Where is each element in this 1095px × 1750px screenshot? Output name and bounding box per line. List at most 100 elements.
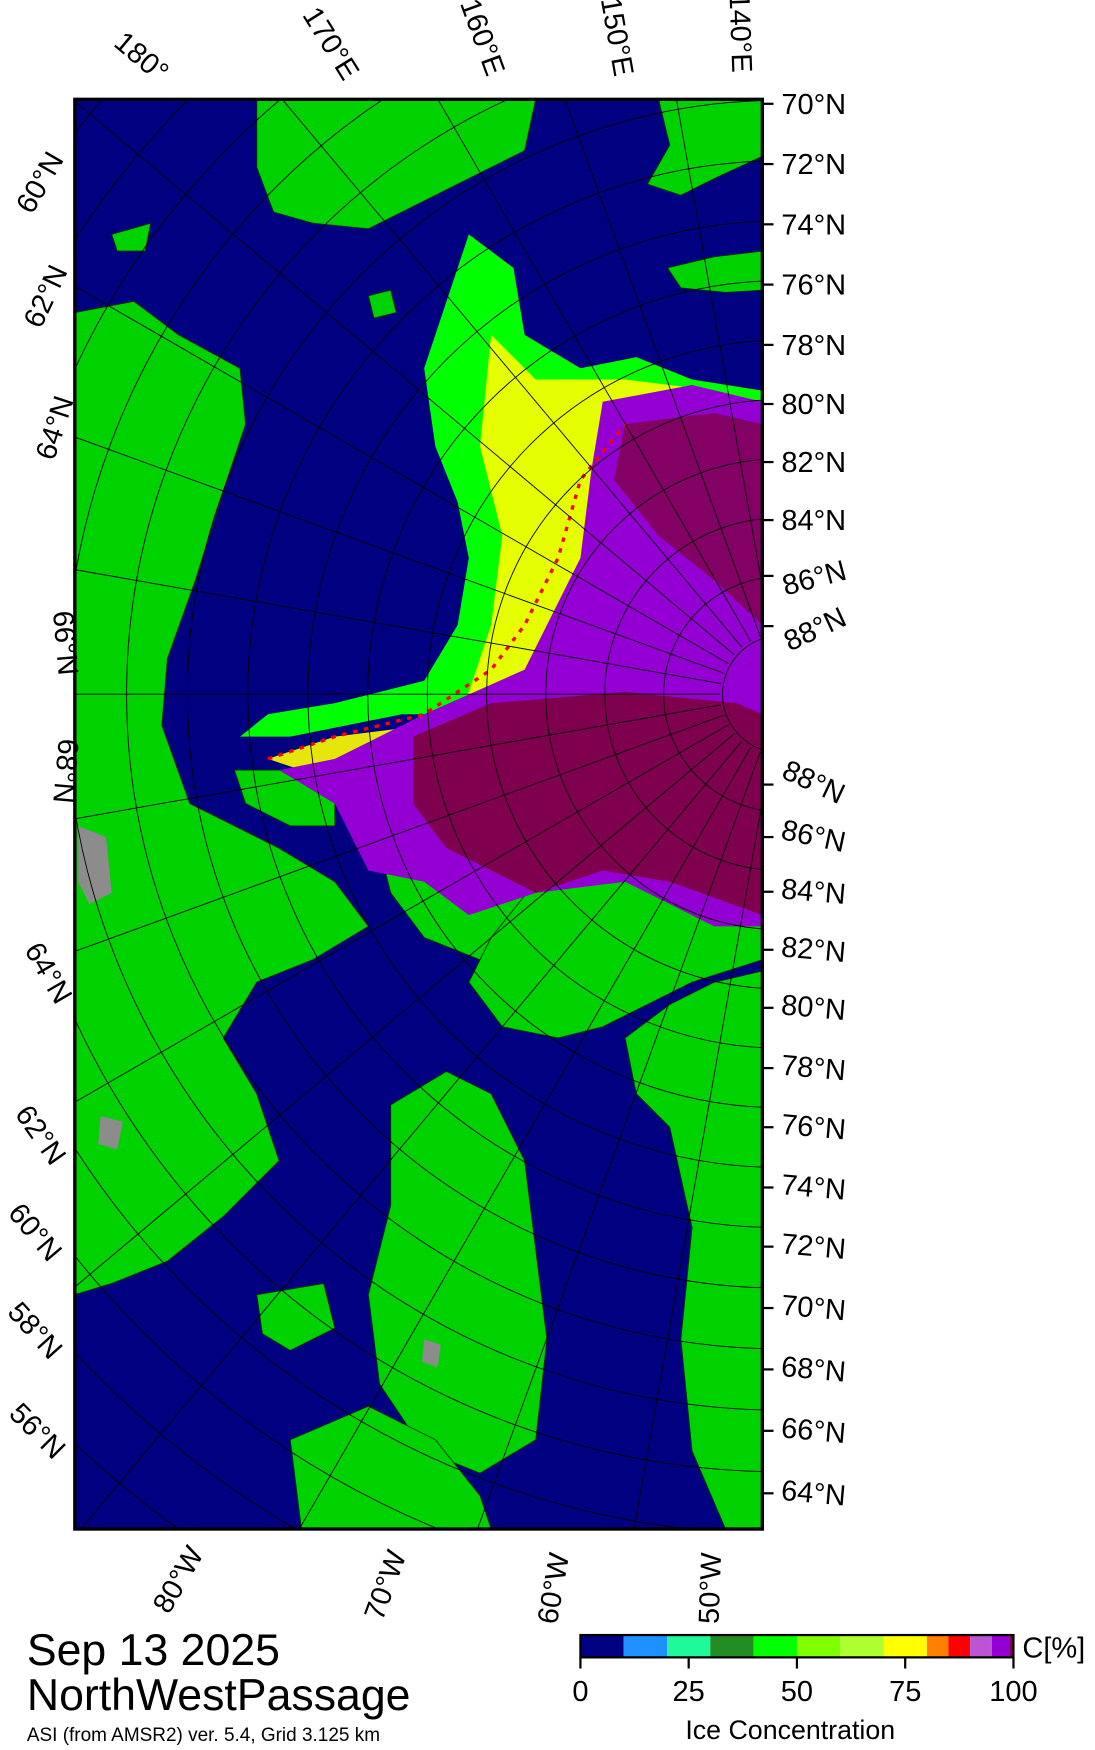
lat-label-left: 62°N	[8, 1100, 71, 1171]
no-data-patches	[78, 825, 441, 1368]
lat-label-right: 88°N	[779, 602, 851, 658]
lat-label-right: 84°N	[781, 505, 846, 537]
lat-label-right: 70°N	[780, 1290, 847, 1328]
lat-label-right: 68°N	[780, 1351, 847, 1389]
map-frame	[73, 97, 765, 1531]
island	[111, 222, 152, 252]
colorbar-bin	[970, 1635, 992, 1658]
meridian-line	[80, 740, 743, 1530]
colorbar-bin	[991, 1635, 1010, 1658]
lat-label-left: 58°N	[1, 1296, 68, 1366]
lat-label-left: 64°N	[30, 392, 80, 464]
meridian-line	[74, 436, 724, 674]
colorbar-tick-label: 25	[673, 1676, 705, 1708]
region-title: NorthWestPassage	[27, 1671, 411, 1720]
hudson-bay	[74, 1272, 280, 1530]
lat-label-left: 64°N	[18, 937, 78, 1009]
lat-label-left: 60°N	[10, 147, 70, 219]
colorbar-tick-label: 100	[989, 1676, 1037, 1708]
meridian-line	[675, 99, 763, 590]
island	[666, 250, 763, 293]
lat-label-right: 72°N	[781, 149, 846, 181]
lat-label-right: 70°N	[781, 89, 846, 121]
lat-label-right: 86°N	[778, 814, 848, 859]
meridian-line	[74, 569, 721, 684]
chukotka-land	[256, 99, 537, 230]
lat-label-left: 60°N	[1, 1198, 67, 1268]
lon-label-top: 170°E	[296, 2, 365, 86]
lat-label-right: 80°N	[781, 389, 846, 421]
meridian-line	[74, 714, 724, 952]
colorbar-bin	[1009, 1635, 1014, 1658]
lon-label-top: 140°E	[723, 0, 758, 73]
ice-red-fringe	[267, 423, 627, 761]
ice-pack-full-north	[613, 412, 763, 625]
lon-label-bottom: 50°W	[694, 1552, 728, 1625]
lat-label-right: 74°N	[780, 1169, 847, 1207]
lat-label-right: 76°N	[781, 270, 846, 302]
lat-label-left: 56°N	[3, 1397, 71, 1465]
lat-label-right: 72°N	[780, 1228, 847, 1266]
meridian-line	[74, 733, 735, 1288]
island	[367, 289, 397, 319]
meridian-line	[74, 101, 735, 656]
right-latitude-labels: 70°N72°N74°N76°N78°N80°N82°N84°N86°N88°N…	[777, 89, 851, 1513]
lon-label-top: 150°E	[594, 0, 639, 79]
lat-label-right: 64°N	[780, 1475, 847, 1513]
colorbar-bin	[948, 1635, 971, 1658]
colorbar-tick-label: 0	[572, 1676, 588, 1708]
meridian-line	[477, 751, 761, 1530]
lon-label-bottom: 80°W	[147, 1541, 211, 1619]
lat-label-right: 88°N	[777, 754, 849, 810]
lon-label-top: 180°	[108, 26, 175, 89]
meridian-line	[437, 99, 752, 642]
southampton-island	[256, 1282, 336, 1351]
baffin-island	[367, 1070, 548, 1474]
meridian-line	[74, 285, 729, 664]
greenland-land	[624, 970, 763, 1530]
colorbar	[580, 1635, 1014, 1658]
colorbar-tick-label: 50	[781, 1676, 813, 1708]
source-subtitle: ASI (from AMSR2) ver. 5.4, Grid 3.125 km	[27, 1725, 380, 1746]
lon-label-bottom: 60°W	[532, 1550, 576, 1626]
colorbar-bin	[883, 1635, 927, 1658]
lat-label-left: 68°N	[46, 737, 84, 804]
colorbar-bin	[623, 1635, 668, 1658]
latitude-circle	[722, 638, 763, 751]
lat-label-right: 84°N	[780, 873, 847, 911]
colorbar-tick-label: 75	[889, 1676, 921, 1708]
meridian-line	[281, 99, 743, 648]
labrador-land	[289, 1405, 492, 1530]
lat-label-right: 66°N	[780, 1412, 847, 1450]
lat-label-left: 62°N	[18, 260, 74, 332]
lat-label-right: 78°N	[781, 330, 846, 362]
lon-label-top: 160°E	[453, 0, 510, 80]
meridian-line	[74, 724, 729, 1103]
lat-label-right: 86°N	[779, 555, 850, 603]
colorbar-bin	[926, 1635, 949, 1658]
alaska-land	[74, 300, 370, 1296]
lat-label-right: 80°N	[780, 990, 847, 1028]
colorbar-unit: C[%]	[1022, 1632, 1085, 1664]
colorbar-bin	[840, 1635, 884, 1658]
lat-label-left: 66°N	[46, 609, 84, 676]
lon-label-bottom: 70°W	[359, 1546, 414, 1624]
meridian-line	[298, 747, 752, 1530]
colorbar-bin	[667, 1635, 711, 1658]
meridian-line	[633, 799, 763, 1530]
ice-pack-full	[413, 691, 763, 916]
colorbar-bin	[710, 1635, 754, 1658]
colorbar-label: Ice Concentration	[685, 1715, 895, 1745]
lat-label-right: 76°N	[780, 1109, 847, 1147]
colorbar-bin	[796, 1635, 841, 1658]
meridian-line	[74, 704, 721, 820]
lat-label-right: 74°N	[781, 209, 846, 241]
meridian-line	[564, 99, 761, 637]
colorbar-bin	[580, 1635, 624, 1658]
date-title: Sep 13 2025	[27, 1626, 280, 1675]
colorbar-bin	[753, 1635, 797, 1658]
lat-label-right: 78°N	[780, 1050, 847, 1088]
